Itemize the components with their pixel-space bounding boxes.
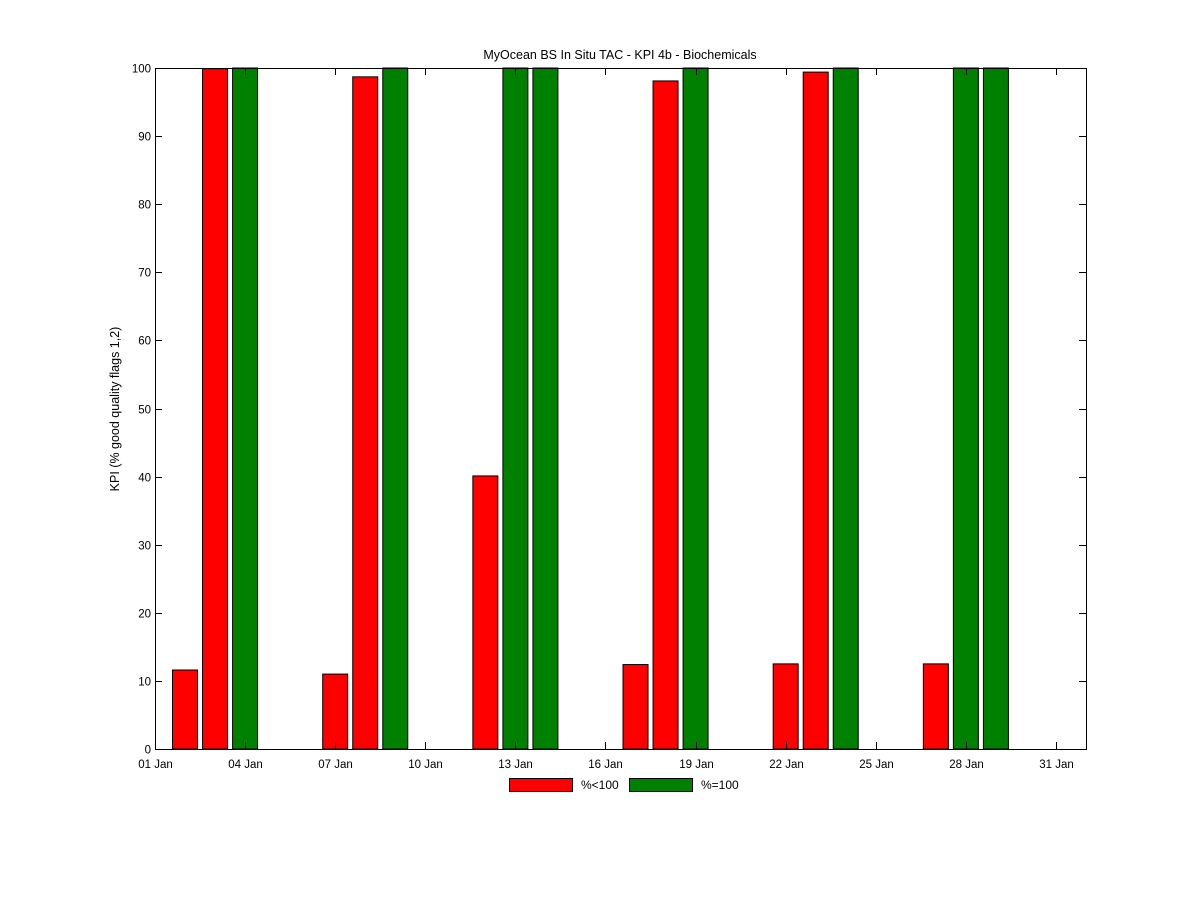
bar-below-100-2012-01-23 <box>802 71 829 750</box>
bar-equal-100-2012-01-24 <box>832 67 859 750</box>
x-tick-label-28-Jan: 28 Jan <box>949 759 984 771</box>
bar-equal-100-2012-01-04 <box>232 67 259 750</box>
x-tick-label-31-Jan: 31 Jan <box>1039 759 1074 771</box>
x-tick-label-07-Jan: 07 Jan <box>318 759 353 771</box>
bar-below-100-2012-01-17 <box>622 664 649 750</box>
y-tick-label-60: 60 <box>138 336 151 348</box>
bar-equal-100-2012-01-13 <box>502 67 529 750</box>
x-tick-label-13-Jan: 13 Jan <box>498 759 533 771</box>
bar-below-100-2012-01-12 <box>472 475 499 750</box>
y-tick-label-40: 40 <box>138 473 151 485</box>
axes-group: 0 10 20 30 40 50 60 70 80 90 100 01 Jan 04 Jan 07 Jan… <box>132 64 1087 771</box>
bar-below-100-2012-01-18 <box>652 80 679 750</box>
bars-group <box>172 67 1009 750</box>
x-tick-label-01-Jan: 01 Jan <box>138 759 173 771</box>
legend-swatch-equal-100 <box>629 778 693 792</box>
bar-below-100-2012-01-27 <box>922 663 949 750</box>
legend-swatch-below-100 <box>509 778 573 792</box>
bar-below-100-2012-01-07 <box>322 673 349 750</box>
x-tick-label-16-Jan: 16 Jan <box>588 759 623 771</box>
bar-below-100-2012-01-08 <box>352 76 379 750</box>
x-tick-label-19-Jan: 19 Jan <box>679 759 714 771</box>
bar-below-100-2012-01-22 <box>772 663 799 750</box>
y-tick-label-50: 50 <box>138 405 151 417</box>
y-tick-label-10: 10 <box>138 677 151 689</box>
legend-label-equal-100: %=100 <box>701 778 739 792</box>
bar-below-100-2012-01-02 <box>172 669 199 750</box>
x-tick-label-22-Jan: 22 Jan <box>769 759 804 771</box>
bar-equal-100-2012-01-28 <box>952 67 979 750</box>
y-tick-label-0: 0 <box>145 745 151 757</box>
bar-equal-100-2012-01-19 <box>682 67 709 750</box>
chart-title: MyOcean BS In Situ TAC - KPI 4b - Bioche… <box>483 48 756 62</box>
x-tick-label-04-Jan: 04 Jan <box>228 759 263 771</box>
bar-below-100-2012-01-03 <box>202 68 229 750</box>
y-tick-label-70: 70 <box>138 268 151 280</box>
x-tick-label-25-Jan: 25 Jan <box>859 759 894 771</box>
y-tick-label-90: 90 <box>138 132 151 144</box>
y-tick-label-80: 80 <box>138 200 151 212</box>
bar-equal-100-2012-01-29 <box>982 67 1009 750</box>
bar-equal-100-2012-01-14 <box>532 67 559 750</box>
legend[interactable]: %<100 %=100 <box>509 778 740 792</box>
legend-label-below-100: %<100 <box>581 778 619 792</box>
x-tick-label-10-Jan: 10 Jan <box>408 759 443 771</box>
bar-equal-100-2012-01-09 <box>382 67 409 750</box>
y-tick-label-100: 100 <box>132 64 151 76</box>
y-tick-label-20: 20 <box>138 609 151 621</box>
y-axis-label: KPI (% good quality flags 1,2) <box>108 327 122 492</box>
y-tick-label-30: 30 <box>138 541 151 553</box>
